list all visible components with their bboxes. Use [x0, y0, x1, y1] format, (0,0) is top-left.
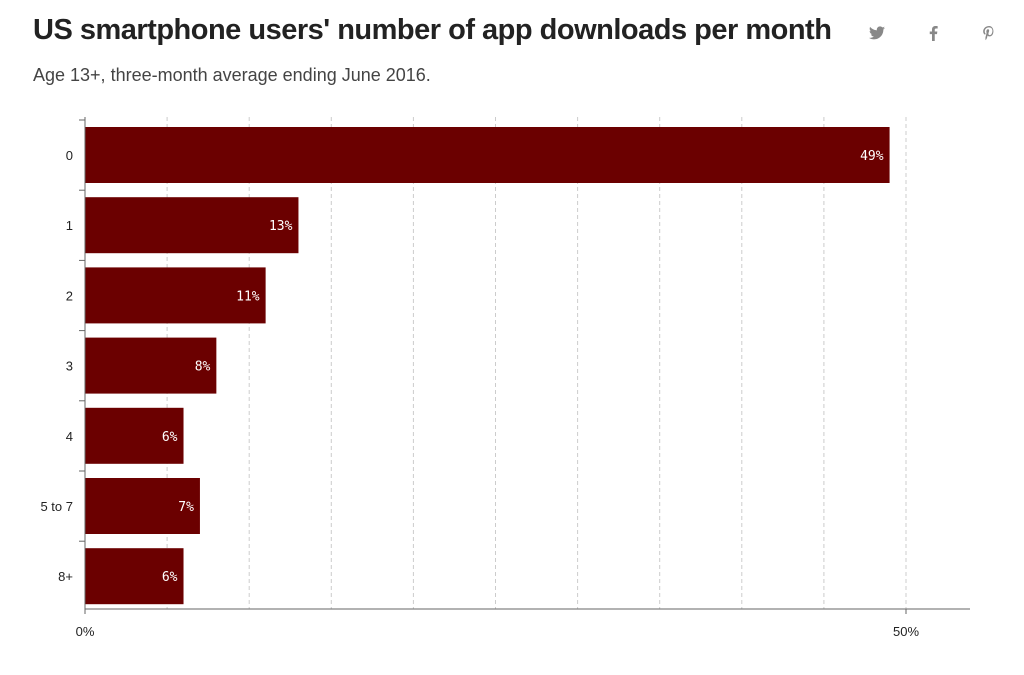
pinterest-share-button[interactable]	[978, 22, 1000, 44]
bar	[85, 548, 184, 605]
y-tick-label: 8+	[58, 569, 73, 584]
facebook-icon	[929, 25, 938, 41]
twitter-share-button[interactable]	[866, 22, 888, 44]
bar	[85, 337, 217, 394]
data-label: 49%	[860, 149, 884, 164]
data-label: 13%	[269, 219, 293, 234]
data-label: 7%	[178, 500, 194, 515]
y-tick-label: 1	[66, 218, 73, 233]
data-label: 6%	[162, 430, 178, 445]
x-tick-label: 50%	[893, 624, 919, 639]
data-label: 11%	[236, 289, 260, 304]
y-tick-label: 4	[66, 429, 73, 444]
y-tick-label: 0	[66, 148, 73, 163]
chart-subtitle: Age 13+, three-month average ending June…	[33, 65, 431, 85]
data-label: 8%	[195, 360, 211, 375]
y-tick-label: 5 to 7	[40, 499, 73, 514]
data-label: 6%	[162, 570, 178, 585]
bar	[85, 478, 200, 534]
y-tick-label: 3	[66, 359, 73, 374]
twitter-icon	[869, 26, 885, 40]
bar	[85, 407, 184, 464]
facebook-share-button[interactable]	[922, 22, 944, 44]
pinterest-icon	[983, 25, 994, 40]
x-tick-label: 0%	[76, 624, 95, 639]
bar	[85, 267, 266, 324]
bar	[85, 127, 890, 183]
y-tick-label: 2	[66, 288, 73, 303]
bar	[85, 197, 299, 254]
chart-title: US smartphone users' number of app downl…	[33, 14, 832, 46]
